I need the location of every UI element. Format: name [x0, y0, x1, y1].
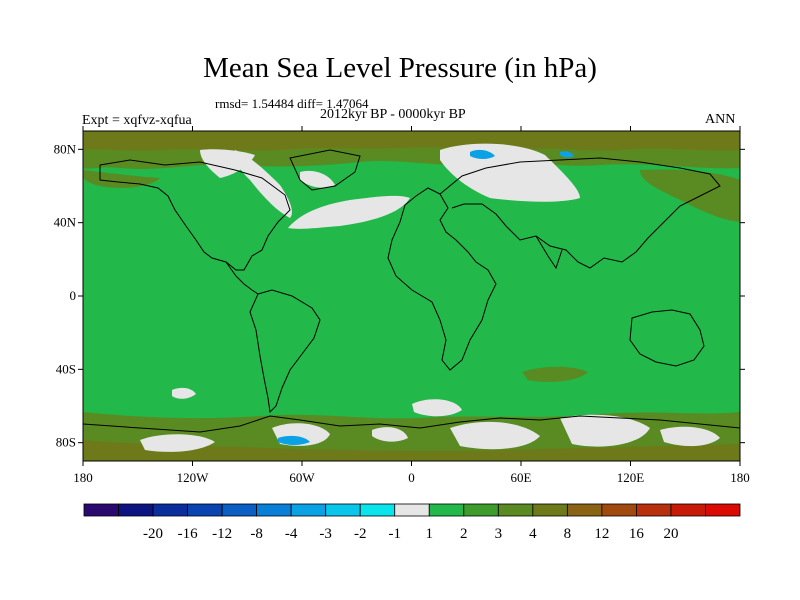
colorbar-swatch — [83, 503, 119, 517]
colorbar-swatch — [463, 503, 499, 517]
lat-tick-label: 80N — [54, 141, 77, 156]
colorbar-label: 1 — [426, 526, 434, 542]
south-pacific-zero — [172, 387, 196, 399]
colorbar-swatch — [359, 503, 396, 517]
colorbar-swatch — [325, 503, 361, 517]
colorbar-swatch — [636, 503, 672, 517]
lon-tick-label: 60E — [511, 470, 532, 485]
colorbar-label: 12 — [594, 526, 609, 542]
colorbar-label: -3 — [319, 526, 332, 542]
lon-tick-label: 120W — [177, 470, 210, 485]
colorbar-label: -20 — [143, 526, 163, 542]
australia-coast — [629, 309, 705, 367]
colorbar: -20 -16 -12 -8 -4 -3 -2 -1 1 2 3 4 8 12 16 20 — [83, 503, 741, 542]
siberia-neg — [560, 151, 574, 158]
longitude-axis: 180 120W 60W 0 60E 120E 180 — [73, 126, 750, 485]
latitude-axis: 80N 40N 0 40S 80S — [54, 141, 745, 450]
colorbar-label: -12 — [212, 526, 232, 542]
south-indian-patch — [522, 366, 588, 382]
india-coast — [535, 235, 563, 270]
colorbar-swatch — [152, 503, 188, 517]
central-america-coast — [225, 261, 259, 295]
colorbar-swatch — [532, 503, 568, 517]
lat-tick-label: 80S — [56, 435, 76, 450]
north-atlantic-zero — [288, 195, 410, 229]
greenland-coast — [289, 149, 361, 191]
hudson-zero — [200, 149, 255, 178]
greenland-zero — [300, 170, 335, 188]
colorbar-swatch — [187, 503, 223, 517]
colorbar-swatch — [601, 503, 637, 517]
antarctic-zero-1 — [140, 434, 215, 452]
plot-title: Mean Sea Level Pressure (in hPa) — [203, 52, 597, 84]
colorbar-swatch — [256, 503, 292, 517]
colorbar-label: -2 — [354, 526, 367, 542]
colorbar-swatch — [221, 503, 258, 517]
colorbar-swatch — [705, 503, 741, 517]
lon-tick-label: 180 — [73, 470, 93, 485]
experiment-label: Expt = xqfvz-xqfua — [82, 113, 192, 128]
lon-tick-label: 60W — [289, 470, 315, 485]
antarctic-band — [83, 440, 740, 461]
antarctic-zero-6 — [660, 426, 720, 447]
colorbar-label: -1 — [388, 526, 401, 542]
map-fill-layer — [83, 131, 740, 461]
lon-tick-label: 0 — [408, 470, 415, 485]
colorbar-swatch — [497, 503, 534, 517]
eurasia-zero — [440, 143, 580, 202]
eurasia-coast — [439, 157, 721, 269]
colorbar-swatch — [118, 503, 154, 517]
time-period-label: 2012kyr BP - 0000kyr BP — [320, 107, 466, 122]
lon-tick-label: 120E — [617, 470, 645, 485]
antarctic-zero-7 — [372, 427, 408, 442]
colorbar-swatch — [394, 503, 430, 517]
colorbar-label: -4 — [285, 526, 298, 542]
colorbar-label: -8 — [250, 526, 263, 542]
antarctic-zero-4 — [450, 421, 540, 450]
north-pacific-patch — [640, 169, 740, 222]
colorbar-label: 8 — [564, 526, 572, 542]
colorbar-label: 3 — [495, 526, 503, 542]
colorbar-swatch — [290, 503, 327, 517]
rmsd-diff-stats: rmsd= 1.54484 diff= 1.47064 — [215, 96, 369, 111]
lat-tick-label: 40N — [54, 215, 77, 230]
south-america-coast — [249, 289, 321, 414]
north-america-coast — [99, 159, 291, 271]
lat-tick-label: 0 — [70, 288, 77, 303]
season-label: ANN — [705, 112, 736, 127]
colorbar-label: 2 — [460, 526, 468, 542]
antarctic-zero-3 — [412, 399, 462, 417]
alaska-patch — [83, 170, 160, 188]
colorbar-swatch — [428, 503, 465, 517]
antarctica-coast — [83, 415, 740, 433]
antarctic-neg — [278, 435, 310, 445]
europe-africa-coast — [387, 187, 497, 371]
colorbar-swatch — [566, 503, 603, 517]
arctic-band-strong — [83, 131, 740, 151]
colorbar-label: 4 — [529, 526, 537, 542]
labrador-zero — [234, 150, 292, 218]
base-field — [83, 131, 740, 461]
colorbar-label: 20 — [663, 526, 678, 542]
colorbar-swatch — [670, 503, 706, 517]
lon-tick-label: 180 — [730, 470, 750, 485]
colorbar-label: 16 — [629, 526, 645, 542]
coastlines — [83, 149, 740, 433]
colorbar-label: -16 — [178, 526, 198, 542]
antarctic-zero-5 — [560, 414, 650, 447]
scandinavia-neg — [470, 149, 495, 159]
lat-tick-label: 40S — [56, 361, 76, 376]
